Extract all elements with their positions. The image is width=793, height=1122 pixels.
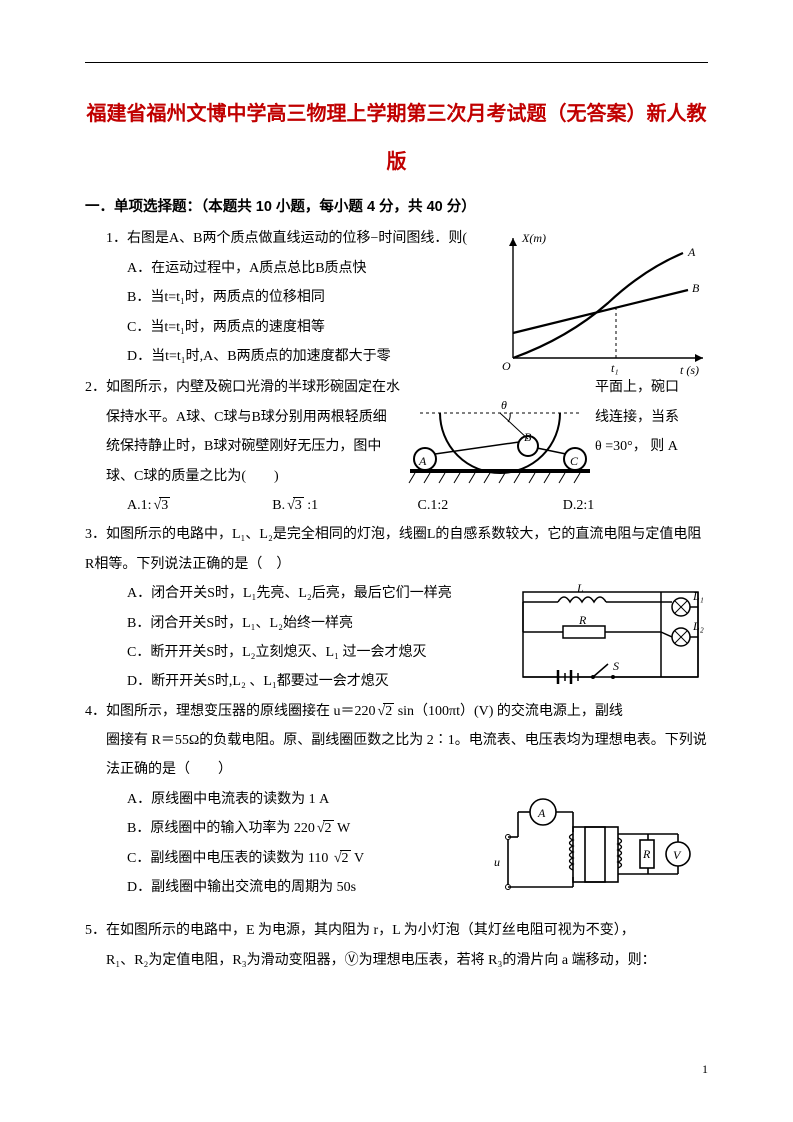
q2-r1: 平面上，碗口 xyxy=(595,373,708,402)
q2-options: A.1:3 B.3 :1 C.1:2 D.2:1 xyxy=(85,491,708,520)
fig4-R: R xyxy=(642,847,651,861)
q2-line4: 球、C球的质量之比为( ) xyxy=(85,462,405,491)
q2-opt-c: C.1:2 xyxy=(418,491,563,520)
question-5: 5．在如图所示的电路中，E 为电源，其内阻为 r，L 为小灯泡（其灯丝电阻可视为… xyxy=(85,916,708,975)
fig2-B: B xyxy=(524,430,532,444)
q2-line1: 2．如图所示，内壁及碗口光滑的半球形碗固定在水 xyxy=(85,373,405,402)
figure-q1-graph: X(m) t (s) A B O t₁ xyxy=(488,228,718,378)
q5-line1: 5．在如图所示的电路中，E 为电源，其内阻为 r，L 为小灯泡（其灯丝电阻可视为… xyxy=(85,916,708,945)
fig2-A: A xyxy=(418,454,427,468)
figure-q3-circuit: L R S L₁ L₂ xyxy=(513,582,708,692)
fig3-S: S xyxy=(613,659,619,673)
fig4-A: A xyxy=(537,806,546,820)
page-title: 福建省福州文博中学高三物理上学期第三次月考试题（无答案）新人教版 xyxy=(85,90,708,186)
fig2-C: C xyxy=(570,454,579,468)
q5-line2: R₁、R₂为定值电阻，R₃为滑动变阻器，Ⓥ为理想电压表，若将 R₃的滑片向 a … xyxy=(85,946,708,975)
q2-opt-b: B.3 :1 xyxy=(272,491,417,520)
fig1-O: O xyxy=(502,359,511,373)
fig3-L: L xyxy=(576,582,584,595)
question-4: 4．如图所示，理想变压器的原线圈接在 u＝2202 sin（100πt）(V) … xyxy=(85,697,708,903)
q2-r2: 线连接，当系 xyxy=(595,403,708,432)
fig1-A: A xyxy=(687,245,696,259)
section-heading: 一．单项选择题：（本题共 10 小题，每小题 4 分，共 40 分） xyxy=(85,192,708,222)
question-2: 2．如图所示，内壁及碗口光滑的半球形碗固定在水 保持水平。A球、C球与B球分别用… xyxy=(85,373,708,520)
q2-r3: θ =30°， 则 A xyxy=(595,432,708,461)
figure-q2-bowl: θ A B C xyxy=(405,391,595,486)
q2-opt-d: D.2:1 xyxy=(563,491,708,520)
q3-stem: 3．如图所示的电路中，L₁、L₂是完全相同的灯泡，线圈L的自感系数较大，它的直流… xyxy=(85,520,708,579)
q2-opt-a: A.1:3 xyxy=(127,491,272,520)
page-number: 1 xyxy=(702,1057,708,1082)
fig3-L1: L₁ xyxy=(692,589,704,603)
fig4-u: u xyxy=(494,855,500,869)
top-rule xyxy=(85,62,708,63)
q2-line2: 保持水平。A球、C球与B球分别用两根轻质细 xyxy=(85,403,405,432)
question-3: 3．如图所示的电路中，L₁、L₂是完全相同的灯泡，线圈L的自感系数较大，它的直流… xyxy=(85,520,708,696)
q4-stem: 4．如图所示，理想变压器的原线圈接在 u＝2202 sin（100πt）(V) … xyxy=(85,697,708,726)
q2-line3: 统保持静止时，B球对碗壁刚好无压力，图中 xyxy=(85,432,405,461)
fig2-theta: θ xyxy=(501,398,507,412)
question-1: 1．右图是A、B两个质点做直线运动的位移−时间图线．则( ) A．在运动过程中，… xyxy=(85,224,708,371)
fig3-R: R xyxy=(578,613,587,627)
figure-q4-transformer: A R xyxy=(488,792,698,902)
q4-stem2: 圈接有 R＝55Ω的负载电阻。原、副线圈匝数之比为 2∶1。电流表、电压表均为理… xyxy=(85,726,708,785)
fig1-ylabel: X(m) xyxy=(521,231,546,245)
fig1-B: B xyxy=(692,281,700,295)
fig3-L2: L₂ xyxy=(692,619,704,633)
